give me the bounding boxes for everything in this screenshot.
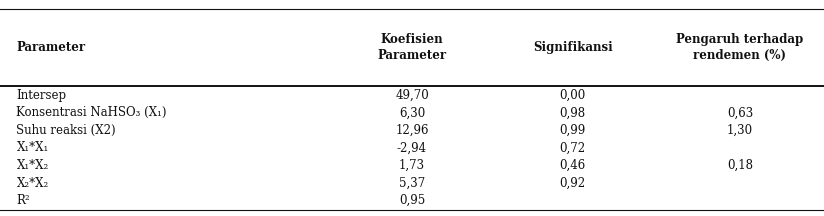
Text: 0,95: 0,95 [399, 194, 425, 207]
Text: 49,70: 49,70 [396, 89, 428, 102]
Text: 6,30: 6,30 [399, 106, 425, 119]
Text: Parameter: Parameter [16, 41, 86, 54]
Text: Koefisien
Parameter: Koefisien Parameter [377, 33, 447, 62]
Text: 0,18: 0,18 [727, 159, 753, 172]
Text: R²: R² [16, 194, 30, 207]
Text: Intersep: Intersep [16, 89, 67, 102]
Text: Signifikansi: Signifikansi [533, 41, 612, 54]
Text: 1,30: 1,30 [727, 124, 753, 137]
Text: 0,99: 0,99 [559, 124, 586, 137]
Text: Konsentrasi NaHSO₃ (X₁): Konsentrasi NaHSO₃ (X₁) [16, 106, 167, 119]
Text: -2,94: -2,94 [397, 141, 427, 154]
Text: 1,73: 1,73 [399, 159, 425, 172]
Text: 0,72: 0,72 [559, 141, 586, 154]
Text: X₂*X₂: X₂*X₂ [16, 177, 49, 190]
Text: 5,37: 5,37 [399, 177, 425, 190]
Text: 0,98: 0,98 [559, 106, 586, 119]
Text: 0,46: 0,46 [559, 159, 586, 172]
Text: Pengaruh terhadap
rendemen (%): Pengaruh terhadap rendemen (%) [677, 33, 803, 62]
Text: X₁*X₂: X₁*X₂ [16, 159, 49, 172]
Text: X₁*X₁: X₁*X₁ [16, 141, 49, 154]
Text: Suhu reaksi (X2): Suhu reaksi (X2) [16, 124, 116, 137]
Text: 0,92: 0,92 [559, 177, 586, 190]
Text: 0,00: 0,00 [559, 89, 586, 102]
Text: 0,63: 0,63 [727, 106, 753, 119]
Text: 12,96: 12,96 [396, 124, 428, 137]
